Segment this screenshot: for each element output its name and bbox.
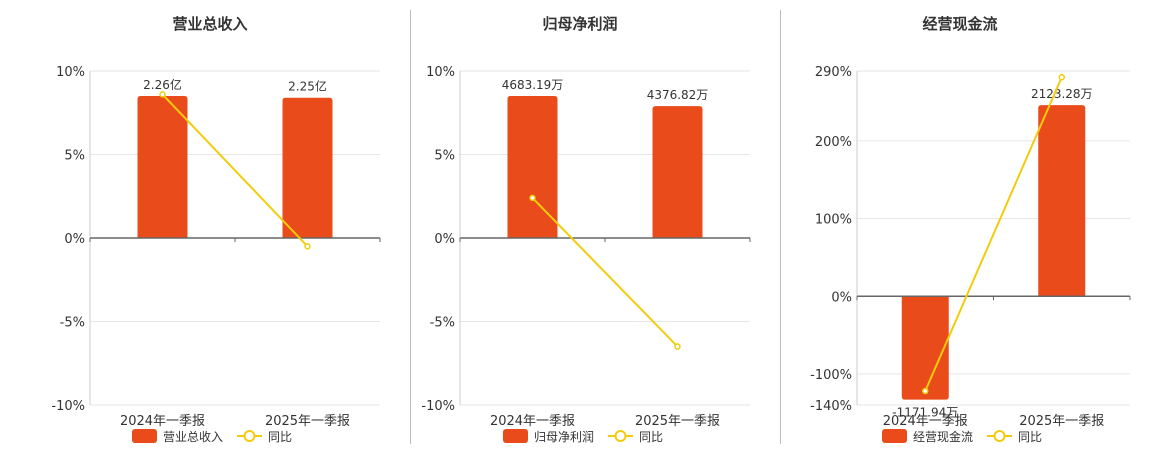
legend-line-marker	[243, 430, 256, 442]
y-tick-label: 100%	[815, 213, 852, 228]
x-tick-label: 2025年一季报	[1019, 414, 1104, 429]
bar	[507, 96, 558, 238]
y-tick-label: -5%	[430, 316, 455, 331]
yoy-point	[304, 243, 311, 250]
chart-panel-revenue: 营业总收入 10% 5% 0% -5% -10% 2.26亿 2.25亿 2024年一季报 202…	[0, 0, 410, 450]
panel-divider	[410, 10, 411, 444]
chart-panel-cash-flow: 经营现金流 290% 200% 100% 0% -100% -140% -1171.94万 21…	[780, 0, 1160, 450]
revenue-chart: 营业总收入 10% 5% 0% -5% -10% 2.26亿 2.25亿 2024年一季报 202…	[51, 15, 381, 444]
legend-bar-swatch	[503, 429, 528, 443]
legend-line-marker	[614, 430, 627, 442]
y-tick-label: -100%	[810, 368, 852, 383]
y-tick-label: -10%	[421, 399, 455, 414]
y-tick-label: 10%	[426, 65, 455, 80]
x-tick-label: 2024年一季报	[490, 414, 575, 429]
cash-flow-chart: 经营现金流 290% 200% 100% 0% -100% -140% -1171.94万 21…	[810, 15, 1131, 444]
x-tick-label: 2024年一季报	[120, 414, 205, 429]
panel-divider	[780, 10, 781, 444]
y-tick-label: 10%	[56, 65, 85, 80]
yoy-line	[924, 76, 1063, 392]
x-tick-label: 2025年一季报	[635, 414, 720, 429]
bar	[282, 97, 333, 238]
chart-title: 经营现金流	[922, 15, 997, 33]
y-tick-label: 5%	[434, 149, 455, 164]
y-tick-label: 0%	[434, 232, 455, 247]
bar-data-label: -1171.94万	[892, 406, 958, 420]
bar-data-label: 4683.19万	[502, 78, 564, 92]
bar	[137, 96, 188, 238]
legend-line-label: 同比	[639, 430, 663, 444]
bar-data-label: 2.26亿	[143, 77, 182, 92]
yoy-point	[674, 343, 681, 350]
yoy-line	[161, 93, 309, 248]
bar-data-label: 2123.28万	[1031, 87, 1093, 101]
legend-line-label: 同比	[268, 430, 292, 444]
x-tick-label: 2025年一季报	[265, 414, 350, 429]
legend-bar-swatch	[882, 429, 907, 443]
bar	[1038, 105, 1086, 297]
y-tick-label: 5%	[64, 149, 85, 164]
yoy-point	[529, 194, 536, 202]
bar-data-label: 2.25亿	[288, 79, 327, 94]
legend-line-marker	[993, 430, 1006, 442]
bar	[652, 106, 703, 238]
bar-data-label: 4376.82万	[647, 88, 709, 102]
legend-bar-label: 归母净利润	[534, 430, 594, 444]
chart-title: 归母净利润	[542, 15, 617, 33]
y-tick-label: 200%	[815, 135, 852, 150]
chart-title: 营业总收入	[172, 15, 247, 33]
yoy-line	[531, 197, 679, 348]
y-tick-label: 0%	[64, 232, 85, 247]
legend-bar-label: 经营现金流	[913, 429, 973, 444]
y-tick-label: 290%	[815, 65, 852, 80]
yoy-point	[922, 387, 929, 395]
y-tick-label: 0%	[831, 290, 852, 305]
net-profit-chart: 归母净利润 10% 5% 0% -5% -10% 4683.19万 4376.82万 2024年…	[421, 15, 751, 444]
y-tick-label: -10%	[51, 399, 85, 414]
y-tick-label: -5%	[60, 316, 85, 331]
yoy-point	[159, 91, 166, 98]
chart-panel-net-profit: 归母净利润 10% 5% 0% -5% -10% 4683.19万 4376.82万 2024年…	[410, 0, 780, 450]
legend-bar-swatch	[132, 429, 157, 443]
bar	[901, 296, 949, 400]
legend-bar-label: 营业总收入	[163, 430, 223, 444]
x-tick-label: 2024年一季报	[883, 414, 968, 429]
legend-line-label: 同比	[1018, 430, 1042, 444]
yoy-point	[1058, 73, 1065, 81]
y-tick-label: -140%	[810, 399, 852, 414]
